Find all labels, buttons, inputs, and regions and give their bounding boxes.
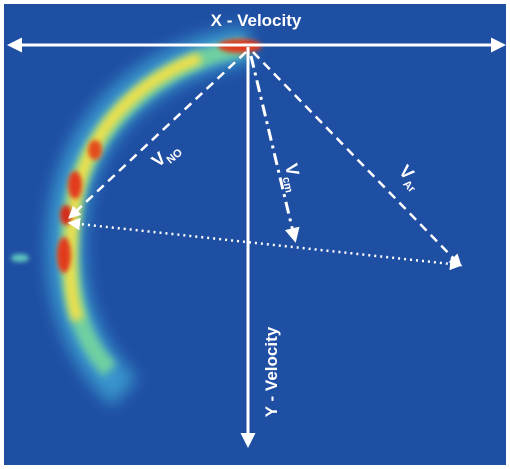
page: X - Velocity Y - Velocity VNO Vcm VAr ((… xyxy=(0,0,510,469)
velocity-map: X - Velocity Y - Velocity VNO Vcm VAr xyxy=(0,0,510,469)
x-axis-label: X - Velocity xyxy=(211,11,302,30)
y-axis-label: Y - Velocity xyxy=(262,326,281,417)
